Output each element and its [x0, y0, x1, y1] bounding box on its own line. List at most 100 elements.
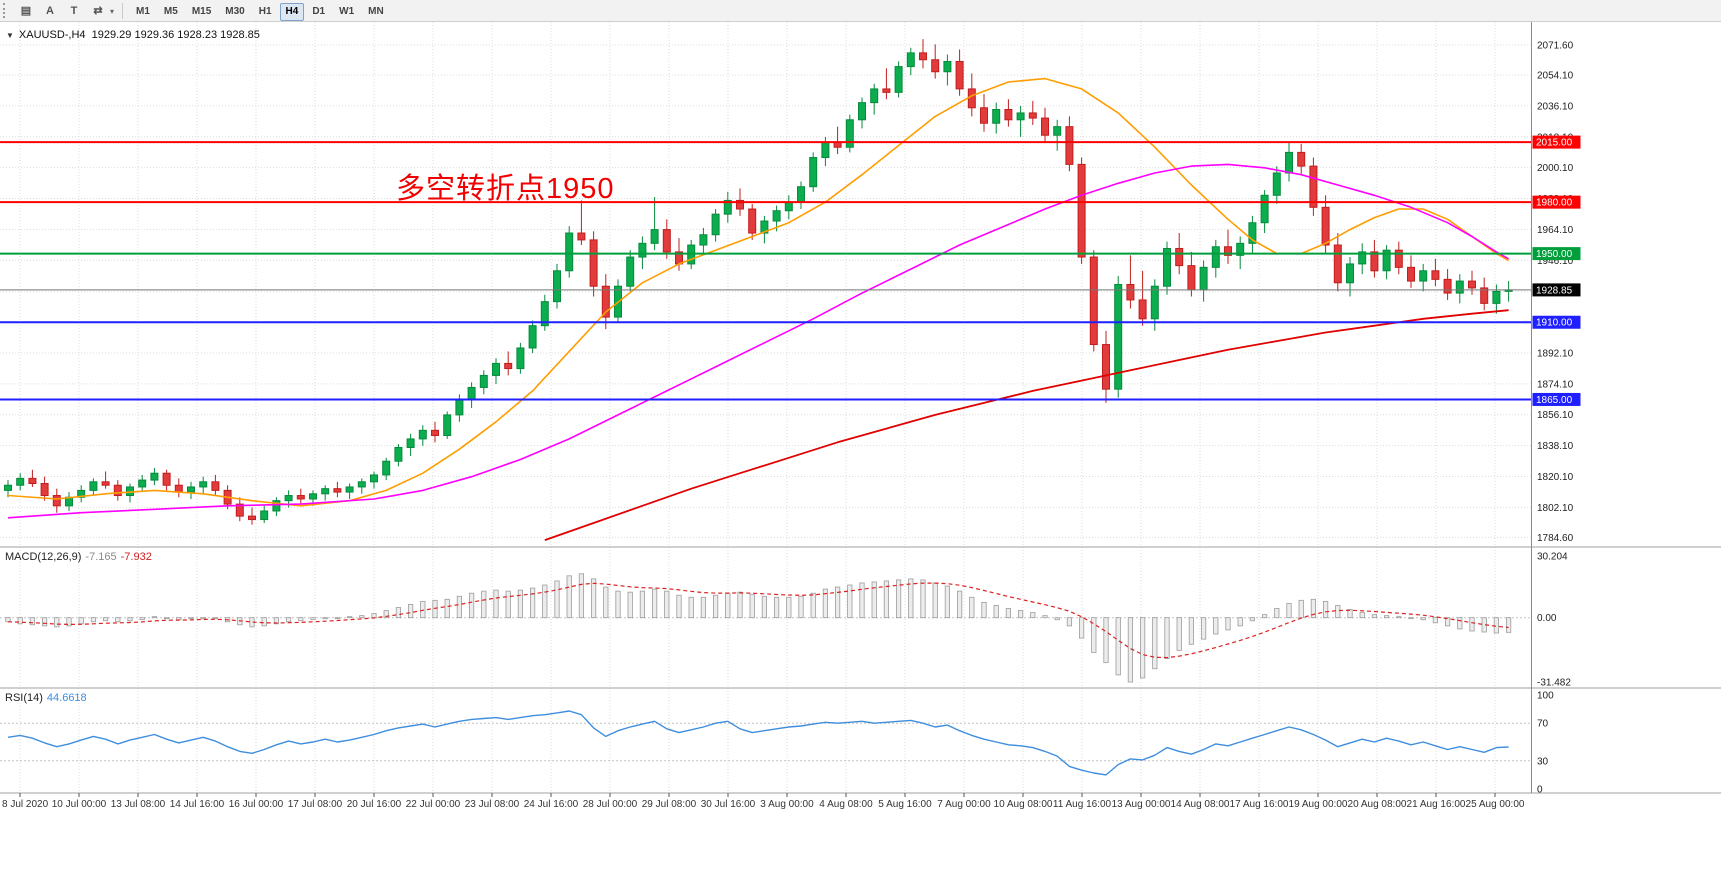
axis-tag-1950.00-text: 1950.00	[1536, 249, 1573, 260]
time-tick-label: 13 Aug 00:00	[1112, 799, 1171, 810]
time-tick-label: 24 Jul 16:00	[524, 799, 579, 810]
time-tick-label: 13 Jul 08:00	[111, 799, 166, 810]
rsi-value: 44.6618	[46, 692, 87, 704]
axis-tag-1910.00-text: 1910.00	[1536, 318, 1573, 329]
time-tick-label: 10 Jul 00:00	[52, 799, 107, 810]
macd-pane: 30.204 0.00 -31.482	[0, 552, 1571, 689]
macd-name: MACD(12,26,9)	[5, 551, 82, 563]
axis-tag-2015.00-text: 2015.00	[1536, 138, 1573, 149]
timeframe-toolbar: M1 M5 M15 M30 H1 H4 D1 W1 MN	[129, 1, 391, 21]
axis-tag-1980.00-text: 1980.00	[1536, 198, 1573, 209]
toolbar-tools: ▤ A T ⇄ ▾	[14, 1, 116, 20]
price-tick-label: 1856.10	[1537, 410, 1574, 421]
rsi-indicator-label: RSI(14) 44.6618	[5, 692, 87, 704]
axis-tag-1865.00-text: 1865.00	[1536, 395, 1573, 406]
rsi-line	[7, 710, 1509, 776]
price-tick-label: 1946.10	[1537, 256, 1574, 267]
macd-tick-label: 30.204	[1537, 552, 1568, 563]
timeframe-H1[interactable]: H1	[258, 5, 272, 17]
rsi-tick-label: 0	[1537, 785, 1543, 796]
symbol-dropdown-icon[interactable]: ▼	[6, 31, 14, 40]
axis-tag-2015.00	[1532, 135, 1581, 149]
time-tick-label: 19 Aug 00:00	[1289, 799, 1348, 810]
axis-tag-1980.00	[1532, 195, 1581, 209]
time-axis[interactable]: 8 Jul 2020 10 Jul 00:00 13 Jul 08:00 14 Jul…	[2, 793, 1525, 810]
timeframe-M1[interactable]: M1	[136, 5, 150, 17]
timeframe-H4[interactable]: H4	[279, 2, 305, 21]
time-tick-label: 14 Jul 16:00	[170, 799, 225, 810]
chart-canvas[interactable]: 30.204 0.00 -31.482 100 70 30 0 2071.60 2054.10 2…	[0, 22, 1721, 893]
axis-tag-current-price-text: 1928.85	[1536, 285, 1573, 296]
toolbar-separator	[122, 2, 124, 19]
price-tick-label: 1820.10	[1537, 472, 1574, 483]
macd-signal-value: -7.932	[120, 551, 152, 563]
time-tick-label: 21 Aug 16:00	[1407, 799, 1466, 810]
rsi-pane: 100 70 30 0	[0, 691, 1554, 796]
price-tick-label: 1802.10	[1537, 503, 1574, 514]
ma-slow-line	[544, 309, 1509, 541]
macd-indicator-label: MACD(12,26,9) -7.165 -7.932	[5, 551, 152, 563]
price-tick-label: 1784.60	[1537, 533, 1574, 544]
timeframe-M15[interactable]: M15	[191, 5, 212, 17]
time-tick-label: 28 Jul 00:00	[583, 799, 638, 810]
rsi-tick-label: 30	[1537, 756, 1549, 767]
axis-tag-1910.00	[1532, 315, 1581, 329]
axis-tag-current-price	[1532, 283, 1581, 297]
symbol-ohlc-text: XAUUSD-,H4 1929.29 1929.36 1928.23 1928.…	[18, 29, 260, 41]
dropdown-caret-icon[interactable]: ▾	[110, 7, 115, 16]
timeframe-M5[interactable]: M5	[163, 5, 178, 17]
cursor-tool-icon[interactable]: A	[46, 5, 54, 17]
price-tick-label: 2054.10	[1537, 71, 1574, 82]
time-tick-label: 29 Jul 08:00	[642, 799, 697, 810]
time-tick-label: 20 Jul 16:00	[347, 799, 402, 810]
macd-tick-label: 0.00	[1537, 613, 1557, 624]
arrange-tool-icon[interactable]: ⇄	[93, 5, 103, 17]
symbol-ohlc-readout: ▼ XAUUSD-,H4 1929.29 1929.36 1928.23 1928…	[6, 29, 260, 41]
rsi-tick-label: 100	[1537, 691, 1554, 702]
timeframe-D1[interactable]: D1	[312, 5, 326, 17]
time-tick-label: 22 Jul 00:00	[406, 799, 461, 810]
ma-fast-line	[7, 77, 1509, 507]
grid-lines	[0, 22, 1721, 893]
time-tick-label: 25 Aug 00:00	[1466, 799, 1525, 810]
price-tick-label: 1838.10	[1537, 441, 1574, 452]
axis-tag-1950.00	[1532, 247, 1581, 261]
toolbar-grip[interactable]	[3, 3, 10, 18]
time-tick-label: 10 Aug 08:00	[994, 799, 1053, 810]
timeframe-W1[interactable]: W1	[339, 5, 355, 17]
text-tool-icon[interactable]: T	[70, 5, 78, 17]
macd-value: -7.165	[85, 551, 117, 563]
time-tick-label: 30 Jul 16:00	[701, 799, 756, 810]
time-tick-label: 5 Aug 16:00	[878, 799, 932, 810]
macd-tick-label: -31.482	[1537, 678, 1571, 689]
timeframe-M30[interactable]: M30	[225, 5, 245, 17]
time-tick-label: 3 Aug 00:00	[760, 799, 814, 810]
price-tick-label: 2036.10	[1537, 101, 1574, 112]
time-tick-label: 16 Jul 00:00	[229, 799, 284, 810]
time-tick-label: 17 Jul 08:00	[288, 799, 343, 810]
price-axis[interactable]: 2071.602054.102036.102018.102000.101982.…	[1531, 22, 1581, 793]
timeframe-MN[interactable]: MN	[368, 5, 384, 17]
time-tick-label: 11 Aug 16:00	[1053, 799, 1112, 810]
rsi-tick-label: 70	[1537, 719, 1549, 730]
price-tick-label: 1874.10	[1537, 379, 1574, 390]
time-tick-label: 20 Aug 08:00	[1348, 799, 1407, 810]
chart-area[interactable]: 30.204 0.00 -31.482 100 70 30 0 2071.60 2054.10 2…	[0, 22, 1721, 893]
price-tick-label: 1964.10	[1537, 225, 1574, 236]
time-tick-label: 23 Jul 08:00	[465, 799, 520, 810]
rsi-name: RSI(14)	[5, 692, 43, 704]
price-tick-label: 2071.60	[1537, 40, 1574, 51]
chart-window-icon[interactable]: ▤	[20, 5, 32, 17]
time-tick-label: 7 Aug 00:00	[937, 799, 991, 810]
ma-mid-line	[7, 163, 1509, 519]
price-tick-label: 2000.10	[1537, 163, 1574, 174]
toolbar: ▤ A T ⇄ ▾ M1 M5 M15 M30 H1 H4 D1 W1 MN	[0, 0, 1721, 22]
time-tick-label: 17 Aug 16:00	[1230, 799, 1289, 810]
time-tick-label: 8 Jul 2020	[2, 799, 49, 810]
main-chart-pane	[0, 39, 1532, 541]
candlesticks	[4, 39, 1513, 525]
axis-tag-1865.00	[1532, 392, 1581, 406]
price-tick-label: 1892.10	[1537, 348, 1574, 359]
time-tick-label: 14 Aug 08:00	[1171, 799, 1230, 810]
